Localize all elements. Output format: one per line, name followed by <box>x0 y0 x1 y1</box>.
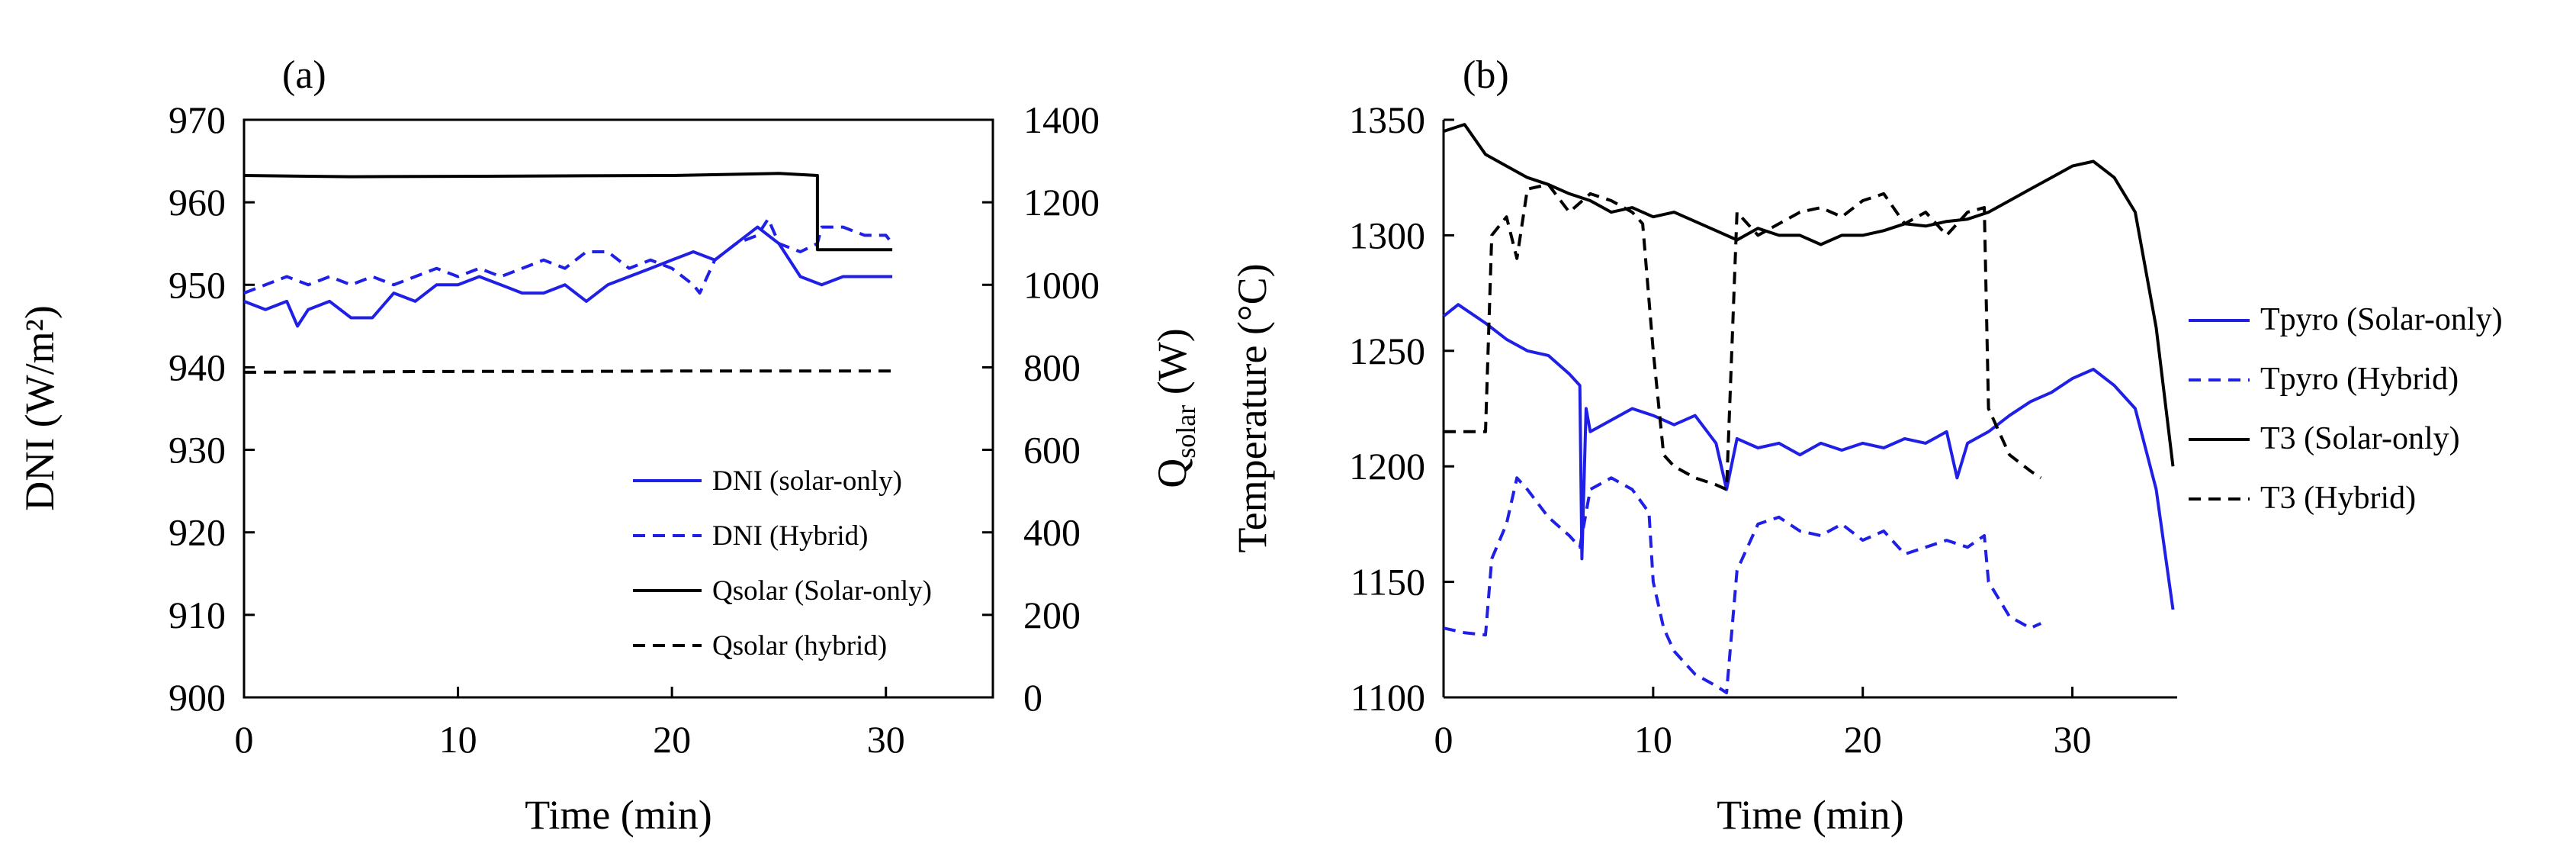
legend-label-qsolar-solar-only: Qsolar (Solar-only) <box>712 575 932 607</box>
panel-b-y-label: Temperature (°C) <box>1229 263 1275 552</box>
panel-a-plot-frame <box>243 118 994 699</box>
legend-label-t3-hybrid: T3 (Hybrid) <box>2260 481 2416 516</box>
x-tick-label: 30 <box>867 718 905 761</box>
y-tick-label: 1300 <box>1349 214 1425 256</box>
panel-a-x-label: Time (min) <box>525 792 712 838</box>
panel-b-series <box>1442 123 2175 694</box>
legend-label-tpyro-solar-only: Tpyro (Solar-only) <box>2260 302 2503 337</box>
y-right-tick-label: 200 <box>1023 594 1081 636</box>
y-right-tick-label: 400 <box>1023 511 1081 554</box>
series-line-dni-hybrid <box>243 217 894 295</box>
y-tick-label: 970 <box>169 98 226 141</box>
qsolar-q: Q <box>1149 459 1195 488</box>
y-tick-label: 900 <box>169 676 226 719</box>
panel-a-y-label: DNI (W/m²) <box>17 305 63 511</box>
legend-label-tpyro-hybrid: Tpyro (Hybrid) <box>2260 362 2459 397</box>
panel-a-label: (a) <box>282 53 326 97</box>
legend-label-dni-hybrid: DNI (Hybrid) <box>712 520 868 552</box>
x-tick-label: 0 <box>235 718 254 761</box>
x-tick-label: 20 <box>1844 718 1882 761</box>
panel-a-legend: DNI (solar-only) DNI (Hybrid) Qsolar (Sola… <box>633 465 932 662</box>
legend-label-dni-solar-only: DNI (solar-only) <box>712 465 902 497</box>
series-line-t3-solar-only <box>1443 123 2175 467</box>
y-right-tick-label: 1400 <box>1023 98 1100 141</box>
y-tick-label: 950 <box>169 263 226 306</box>
qsolar-unit: (W) <box>1149 328 1195 404</box>
x-tick-label: 10 <box>439 718 477 761</box>
series-line-tpyro-solar-only <box>1442 303 2175 610</box>
panel-a: (a) 0 10 20 30 900 910 920 930 940 950 960 970 0 200 4… <box>17 53 1201 838</box>
y-tick-label: 940 <box>169 346 226 388</box>
panel-b-x-label: Time (min) <box>1717 792 1904 838</box>
panel-a-y-right-label: Qsolar (W) <box>1149 328 1201 488</box>
y-tick-label: 1100 <box>1351 676 1425 719</box>
legend-label-qsolar-hybrid: Qsolar (hybrid) <box>712 630 887 662</box>
y-right-tick-label: 1200 <box>1023 181 1100 224</box>
y-tick-label: 910 <box>169 594 226 636</box>
y-tick-label: 1200 <box>1349 445 1425 488</box>
y-tick-label: 930 <box>169 429 226 472</box>
x-tick-label: 30 <box>2054 718 2092 761</box>
panel-a-series <box>243 172 894 374</box>
series-line-qsolar-hybrid <box>243 369 893 374</box>
series-line-dni-solar-only <box>243 225 893 328</box>
y-tick-label: 1250 <box>1349 330 1425 372</box>
series-line-t3-hybrid <box>1444 182 2042 491</box>
y-tick-label: 1150 <box>1351 561 1425 604</box>
panel-b-ticks: 0 10 20 30 1100 1150 1200 1250 1300 1350 <box>1349 98 2092 761</box>
panel-a-ticks: 0 10 20 30 900 910 920 930 940 950 960 970 0 200 400 60… <box>169 98 1100 761</box>
panel-b: (b) 0 10 20 30 1100 1150 1200 1250 1300 1350 Time… <box>1229 53 2503 838</box>
y-right-tick-label: 800 <box>1023 346 1081 388</box>
legend-label-t3-solar-only: T3 (Solar-only) <box>2260 421 2460 456</box>
x-tick-label: 0 <box>1434 718 1453 761</box>
qsolar-sub: solar <box>1171 405 1201 459</box>
y-tick-label: 920 <box>169 511 226 554</box>
y-right-tick-label: 600 <box>1023 429 1081 472</box>
panel-b-legend: Tpyro (Solar-only) Tpyro (Hybrid) T3 (Sola… <box>2189 302 2503 516</box>
series-line-qsolar-solar-only <box>243 172 893 252</box>
panel-b-label: (b) <box>1463 53 1509 97</box>
y-right-tick-label: 0 <box>1023 676 1042 719</box>
x-tick-label: 10 <box>1634 718 1672 761</box>
series-line-tpyro-hybrid <box>1443 476 2042 694</box>
x-tick-label: 20 <box>653 718 691 761</box>
y-tick-label: 960 <box>169 181 226 224</box>
y-tick-label: 1350 <box>1349 98 1425 141</box>
y-right-tick-label: 1000 <box>1023 263 1100 306</box>
